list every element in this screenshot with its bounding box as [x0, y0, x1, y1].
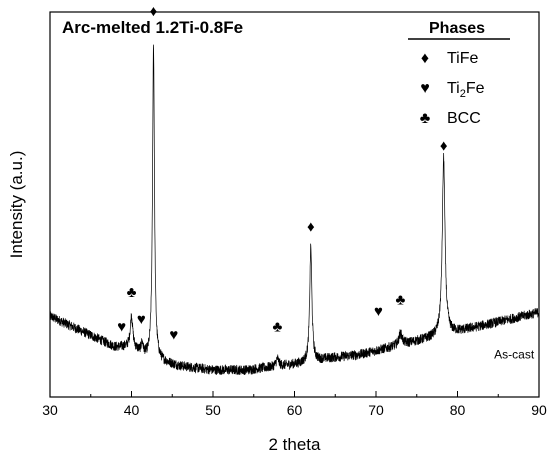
- x-axis-ticks: 30 40 50 60 70 80 90: [42, 391, 547, 418]
- legend-label: TiFe: [447, 50, 479, 67]
- legend-label-suffix: Fe: [466, 80, 485, 97]
- annotation-as-cast: As-cast: [494, 348, 535, 362]
- legend-symbol: ♦: [421, 50, 429, 67]
- phase-marker: ♦: [440, 138, 448, 155]
- x-tick-label: 60: [287, 402, 303, 418]
- x-tick-label: 40: [124, 402, 140, 418]
- series-group: [49, 44, 540, 375]
- legend-label: Ti2Fe: [447, 80, 485, 100]
- phase-markers: ♥♣♥♦♥ ♣♦♥♣♦: [117, 3, 448, 343]
- phase-marker: ♣: [127, 284, 137, 301]
- series-line-xrd: [49, 44, 540, 375]
- phase-marker: ♦: [307, 218, 315, 235]
- legend-symbol: ♥: [420, 80, 430, 97]
- legend: Phases ♦ TiFe♥ Ti2Fe♣ BCC: [408, 20, 510, 127]
- phase-marker: ♥: [117, 319, 126, 336]
- x-tick-label: 90: [531, 402, 547, 418]
- phase-marker: ♣: [272, 319, 282, 336]
- legend-label-subscript: 2: [460, 88, 466, 100]
- phase-marker: ♥: [169, 326, 178, 343]
- legend-label-text: Ti: [447, 80, 460, 97]
- x-axis-label: 2 theta: [269, 435, 322, 454]
- chart-title: Arc-melted 1.2Ti-0.8Fe: [62, 18, 243, 37]
- phase-marker: ♦: [150, 3, 158, 20]
- x-tick-label: 30: [42, 402, 58, 418]
- legend-label: BCC: [447, 110, 481, 127]
- phase-marker: ♥: [374, 303, 383, 320]
- legend-items: ♦ TiFe♥ Ti2Fe♣ BCC: [420, 50, 485, 127]
- y-axis-label: Intensity (a.u.): [7, 151, 26, 259]
- x-tick-label: 80: [450, 402, 466, 418]
- phase-marker: ♥: [137, 311, 146, 328]
- x-tick-label: 70: [368, 402, 384, 418]
- legend-item: ♦ TiFe: [421, 50, 479, 67]
- legend-item: ♥ Ti2Fe: [420, 80, 484, 100]
- legend-label-text: TiFe: [447, 50, 479, 67]
- x-tick-label: 50: [205, 402, 221, 418]
- legend-title: Phases: [429, 20, 485, 37]
- phase-marker: ♣: [396, 292, 406, 309]
- legend-label-text: BCC: [447, 110, 481, 127]
- legend-item: ♣ BCC: [420, 110, 481, 127]
- legend-symbol: ♣: [420, 110, 431, 127]
